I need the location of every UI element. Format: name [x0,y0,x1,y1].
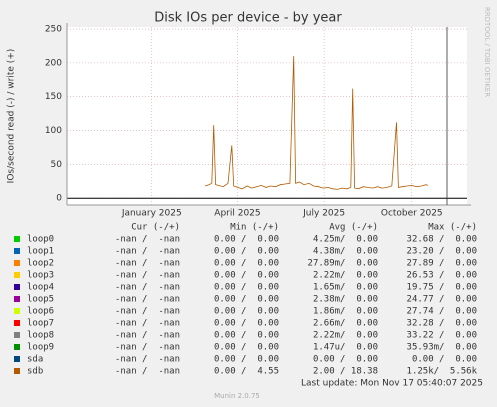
legend-swatch [14,368,20,374]
column-header: Min (-/+) [230,223,279,233]
legend-min: 0.00 / 0.00 [214,343,279,353]
legend-min: 0.00 / 0.00 [214,247,279,257]
legend-cur: -nan / -nan [115,259,180,269]
legend-swatch [14,344,20,350]
legend-min: 0.00 / 0.00 [214,355,279,365]
y-axis-label: IOs/second read (-) / write (+) [7,49,17,184]
legend-swatch [14,356,20,362]
legend-min: 0.00 / 0.00 [214,259,279,269]
series-line [204,56,429,190]
legend-name: loop3 [27,271,54,281]
legend-cur: -nan / -nan [115,367,180,377]
y-tick-label: 200 [45,58,62,68]
legend-max: 33.22 / 0.00 [407,331,477,341]
x-tick-label: October 2025 [381,209,443,219]
legend-max: 24.77 / 0.00 [407,295,477,305]
legend-name: loop4 [27,283,54,293]
last-update: Last update: Mon Nov 17 05:40:07 2025 [301,379,483,389]
legend-max: 32.28 / 0.00 [407,319,477,329]
legend-max: 27.74 / 0.00 [407,307,477,317]
plot-area [67,27,467,205]
legend-cur: -nan / -nan [115,271,180,281]
legend-avg: 4.25m/ 0.00 [313,235,378,245]
legend-name: loop1 [27,247,54,257]
column-header: Avg (-/+) [329,223,378,233]
legend-avg: 2.66m/ 0.00 [313,319,378,329]
y-tick-label: 100 [45,126,62,136]
legend-name: loop5 [27,295,54,305]
legend-min: 0.00 / 0.00 [214,295,279,305]
legend-cur: -nan / -nan [115,307,180,317]
legend-swatch [14,296,20,302]
legend-name: loop0 [27,235,54,245]
legend-swatch [14,272,20,278]
legend-cur: -nan / -nan [115,343,180,353]
x-tick-label: April 2025 [214,209,260,219]
legend-avg: 1.86m/ 0.00 [313,307,378,317]
legend-cur: -nan / -nan [115,319,180,329]
legend-swatch [14,320,20,326]
legend-name: loop7 [27,319,54,329]
legend-name: loop2 [27,259,54,269]
legend-cur: -nan / -nan [115,283,180,293]
legend-name: loop8 [27,331,54,341]
column-header: Cur (-/+) [131,223,180,233]
chart-title: Disk IOs per device - by year [154,11,342,26]
footer: Munin 2.0.75 [214,392,260,400]
legend-max: 32.68 / 0.00 [407,235,477,245]
legend-min: 0.00 / 0.00 [214,319,279,329]
legend-min: 0.00 / 0.00 [214,235,279,245]
x-tick-label: January 2025 [121,209,182,219]
legend-name: sdb [27,367,43,377]
y-tick-label: 0 [56,194,62,204]
legend-cur: -nan / -nan [115,235,180,245]
legend-min: 0.00 / 0.00 [214,331,279,341]
y-tick-label: 150 [45,92,62,102]
legend-max: 23.20 / 0.00 [407,247,477,257]
legend-cur: -nan / -nan [115,295,180,305]
legend-cur: -nan / -nan [115,247,180,257]
y-tick-label: 250 [45,25,62,35]
legend-swatch [14,284,20,290]
legend-avg: 2.22m/ 0.00 [313,331,378,341]
legend-swatch [14,248,20,254]
legend-max: 35.93m/ 0.00 [407,343,477,353]
legend-avg: 2.22m/ 0.00 [313,271,378,281]
legend-swatch [14,308,20,314]
legend-swatch [14,236,20,242]
legend-max: 26.53 / 0.00 [407,271,477,281]
legend-cur: -nan / -nan [115,355,180,365]
watermark: RRDTOOL / TOBI OETIKER [483,7,491,97]
legend-min: 0.00 / 4.55 [214,367,279,377]
legend-max: 0.00 / 0.00 [412,355,477,365]
legend-avg: 0.00 / 0.00 [313,355,378,365]
legend-avg: 1.47u/ 0.00 [313,343,378,353]
legend-avg: 4.38m/ 0.00 [313,247,378,257]
legend-min: 0.00 / 0.00 [214,307,279,317]
legend-name: sda [27,355,43,365]
legend-name: loop6 [27,307,54,317]
legend-avg: 2.00 / 18.38 [313,367,378,377]
legend-max: 27.89 / 0.00 [407,259,477,269]
legend-swatch [14,332,20,338]
legend-avg: 27.89m/ 0.00 [308,259,378,269]
legend-avg: 1.65m/ 0.00 [313,283,378,293]
legend-min: 0.00 / 0.00 [214,271,279,281]
legend-min: 0.00 / 0.00 [214,283,279,293]
legend-avg: 2.38m/ 0.00 [313,295,378,305]
legend-swatch [14,260,20,266]
legend-max: 19.75 / 0.00 [407,283,477,293]
legend-name: loop9 [27,343,54,353]
legend-max: 1.25k/ 5.56k [407,367,478,377]
y-tick-label: 50 [51,160,63,170]
column-header: Max (-/+) [428,223,477,233]
x-tick-label: July 2025 [302,209,345,219]
legend-cur: -nan / -nan [115,331,180,341]
